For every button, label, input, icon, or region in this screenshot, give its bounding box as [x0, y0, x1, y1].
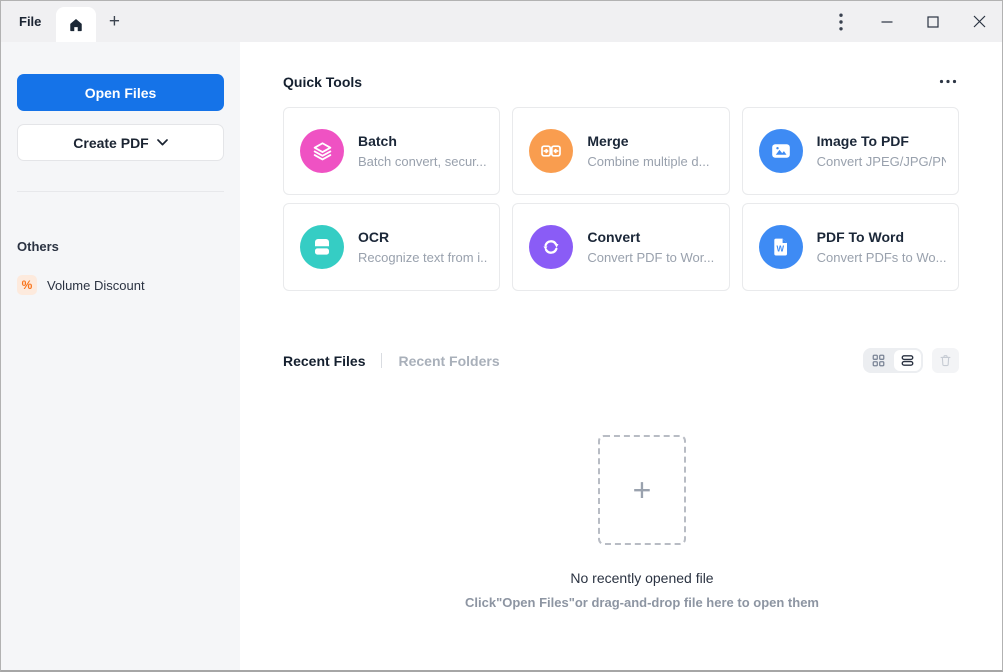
create-pdf-label: Create PDF [73, 134, 149, 151]
tool-name: OCR [358, 229, 390, 245]
app-body: Open Files Create PDF Others % Volume Di… [1, 42, 1002, 670]
ellipsis-icon[interactable] [937, 75, 959, 88]
main-panel: Quick Tools Batch Batch convert, secur..… [240, 42, 1002, 670]
layers-icon [300, 129, 344, 173]
merge-icon [529, 129, 574, 173]
quick-tool-card-image-to-pdf[interactable]: Image To PDF Convert JPEG/JPG/PN... [741, 107, 959, 195]
empty-state-hint: Click"Open Files"or drag-and-drop file h… [465, 595, 819, 610]
ocr-document-icon [300, 225, 344, 269]
trash-icon[interactable] [932, 348, 959, 373]
tab-recent-files[interactable]: Recent Files [283, 352, 366, 369]
new-tab-button[interactable]: + [108, 10, 120, 32]
titlebar-drag-area [132, 1, 818, 42]
close-icon[interactable] [956, 1, 1002, 42]
recent-header: Recent Files Recent Folders [283, 348, 959, 373]
plus-icon: + [632, 472, 652, 508]
tab-home[interactable] [56, 7, 97, 42]
tab-divider [381, 353, 383, 368]
word-file-icon: W [758, 225, 803, 269]
sidebar-divider [17, 191, 224, 192]
quick-tools-grid: Batch Batch convert, secur... Merge Comb… [283, 107, 959, 291]
quick-tool-card-pdf-to-word[interactable]: W PDF To Word Convert PDFs to Wo... [741, 203, 959, 291]
view-toggle [863, 348, 923, 373]
sidebar: Open Files Create PDF Others % Volume Di… [1, 42, 240, 670]
chevron-down-icon [156, 139, 168, 146]
tool-name: Merge [587, 133, 629, 149]
tool-desc: Combine multiple d... [587, 154, 710, 169]
image-icon [758, 129, 803, 173]
tool-desc: Recognize text from i... [358, 250, 488, 265]
tab-recent-folders[interactable]: Recent Folders [398, 352, 500, 369]
tool-desc: Convert PDFs to Wo... [816, 250, 946, 265]
create-pdf-button[interactable]: Create PDF [17, 124, 224, 161]
tool-name: Batch [358, 133, 397, 149]
home-icon [68, 17, 84, 33]
grid-view-icon[interactable] [865, 350, 892, 371]
file-menu[interactable]: File [19, 14, 42, 29]
tool-desc: Batch convert, secur... [358, 154, 487, 169]
percent-badge-icon: % [17, 275, 37, 295]
tool-name: PDF To Word [816, 229, 905, 245]
open-files-button[interactable]: Open Files [17, 74, 224, 111]
empty-state-title: No recently opened file [570, 570, 714, 586]
quick-tool-card-merge[interactable]: Merge Combine multiple d... [512, 107, 730, 195]
sync-arrows-icon [529, 225, 574, 269]
titlebar: File + [1, 1, 1002, 42]
minimize-icon[interactable] [864, 1, 910, 42]
quick-tool-card-ocr[interactable]: OCR Recognize text from i... [283, 203, 501, 291]
others-section-label: Others [17, 239, 59, 254]
sidebar-item-volume-discount[interactable]: % Volume Discount [17, 275, 224, 295]
tool-desc: Convert JPEG/JPG/PN... [816, 154, 946, 169]
recent-files-empty-state: + No recently opened file Click"Open Fil… [304, 435, 980, 610]
tool-name: Convert [587, 229, 641, 245]
sidebar-item-label: Volume Discount [47, 277, 145, 293]
tool-name: Image To PDF [816, 133, 909, 149]
list-view-icon[interactable] [894, 350, 921, 371]
quick-tool-card-convert[interactable]: Convert Convert PDF to Wor... [512, 203, 730, 291]
drop-zone[interactable]: + [598, 435, 686, 545]
quick-tools-title: Quick Tools [283, 73, 363, 90]
maximize-icon[interactable] [910, 1, 956, 42]
svg-text:W: W [776, 244, 784, 253]
quick-tool-card-batch[interactable]: Batch Batch convert, secur... [283, 107, 501, 195]
tool-desc: Convert PDF to Wor... [587, 250, 715, 265]
kebab-menu-icon[interactable] [818, 1, 864, 42]
quick-tools-header: Quick Tools [283, 73, 959, 90]
